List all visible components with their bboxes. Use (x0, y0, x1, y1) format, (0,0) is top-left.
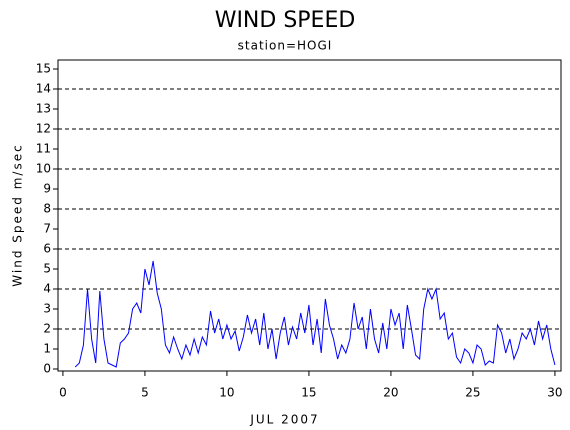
y-axis-label: Wind Speed m/sec (11, 143, 25, 286)
y-tick-label: 3 (43, 302, 51, 316)
x-axis-label: JUL 2007 (249, 413, 319, 427)
x-tick-label: 30 (547, 386, 562, 400)
y-tick-label: 4 (43, 282, 51, 296)
x-tick-label: 0 (59, 386, 67, 400)
y-tick-label: 1 (43, 342, 51, 356)
chart-title: WIND SPEED (215, 8, 356, 33)
line-series (74, 260, 556, 368)
y-tick-label: 8 (43, 202, 51, 216)
y-tick-label: 12 (36, 122, 51, 136)
chart-subtitle: station=HOGI (238, 39, 333, 53)
plot-frame (57, 59, 562, 372)
y-tick-label: 9 (43, 182, 51, 196)
y-tick-label: 6 (43, 242, 51, 256)
y-tick-label: 5 (43, 262, 51, 276)
x-tick-label: 15 (301, 386, 316, 400)
y-tick-label: 15 (36, 62, 51, 76)
y-tick-label: 2 (43, 322, 51, 336)
x-tick-label: 10 (219, 386, 234, 400)
x-tick-label: 25 (465, 386, 480, 400)
y-tick-label: 11 (36, 142, 51, 156)
y-tick-label: 14 (36, 82, 51, 96)
y-tick-label: 7 (43, 222, 51, 236)
x-tick-label: 20 (383, 386, 398, 400)
y-tick-label: 13 (36, 102, 51, 116)
y-tick-label: 0 (43, 362, 51, 376)
y-tick-label: 10 (36, 162, 51, 176)
x-tick-label: 5 (141, 386, 149, 400)
